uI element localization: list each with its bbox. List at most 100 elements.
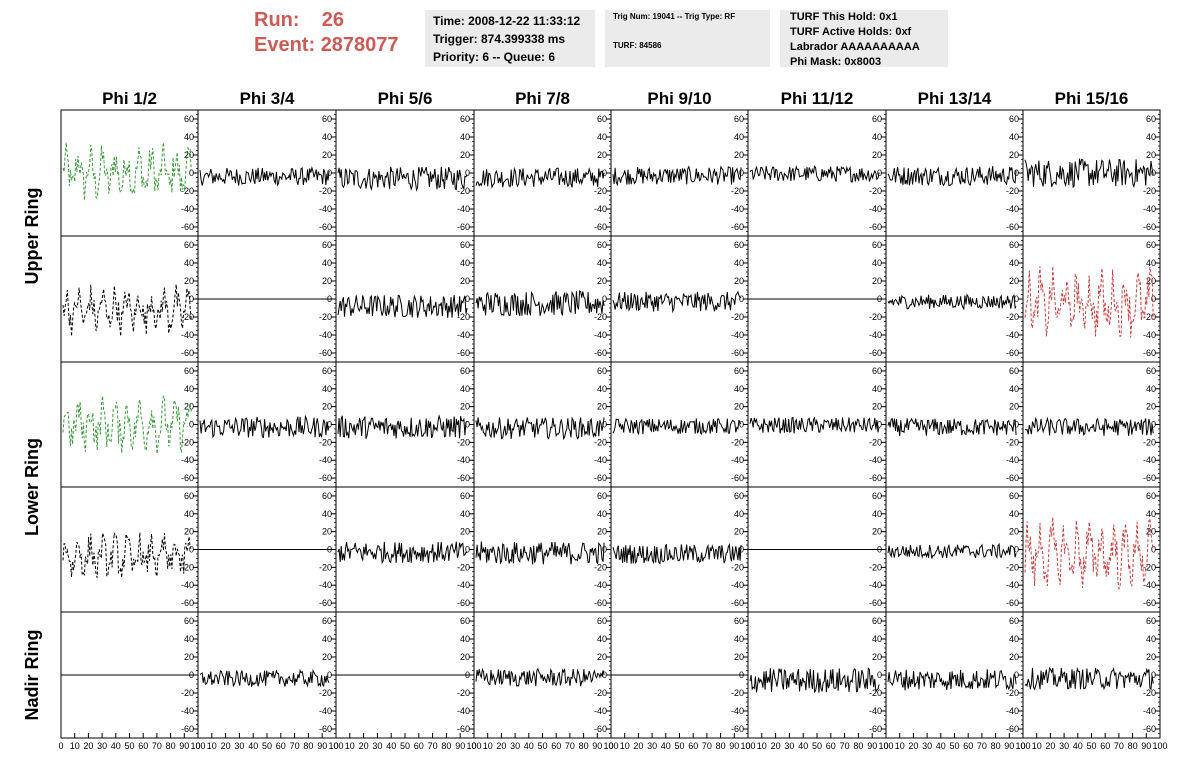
y-tick-label: -20 [1143,562,1156,572]
y-tick-label: 20 [597,276,607,286]
x-tick-label: 20 [83,741,93,751]
y-tick-label: 20 [1009,402,1019,412]
x-tick-label: 30 [97,741,107,751]
x-tick-label: 80 [1128,741,1138,751]
y-tick-label: -20 [181,312,194,322]
panel-frame [747,611,887,739]
x-tick-label: 60 [963,741,973,751]
y-tick-label: -40 [181,204,194,214]
y-tick-label: -60 [869,348,882,358]
y-tick-label: -40 [869,706,882,716]
y-tick-label: 60 [734,491,744,501]
y-tick-label: -40 [869,580,882,590]
time-info-box: Time: 2008-12-22 11:33:12 Trigger: 874.3… [425,10,595,67]
y-tick-label: 60 [597,616,607,626]
y-tick-label: 60 [597,491,607,501]
waveform-trace [887,293,1017,311]
x-tick-label: 40 [798,741,808,751]
y-tick-label: -40 [319,580,332,590]
y-tick-label: -60 [319,473,332,483]
y-tick-label: -40 [594,580,607,590]
y-tick-label: 40 [322,634,332,644]
y-tick-label: 0 [1014,420,1019,430]
y-tick-label: 0 [877,168,882,178]
y-tick-label: 60 [322,114,332,124]
y-tick-label: 0 [877,420,882,430]
y-tick-label: -40 [594,330,607,340]
y-tick-label: -40 [319,330,332,340]
x-tick-label: 10 [70,741,80,751]
waveform-trace [337,166,468,192]
panel-frame [747,109,887,237]
y-tick-label: 60 [1009,616,1019,626]
waveform-trace [887,669,1017,691]
waveform-trace [475,290,605,317]
x-tick-label: 80 [166,741,176,751]
x-tick-label: 30 [234,741,244,751]
x-tick-label: 80 [303,741,313,751]
x-tick-label: 0 [195,741,200,751]
y-tick-label: 60 [184,616,194,626]
y-tick-label: -20 [731,562,744,572]
y-tick-label: 40 [184,258,194,268]
y-tick-label: 60 [322,616,332,626]
y-tick-label: 40 [597,509,607,519]
y-tick-label: -40 [1006,330,1019,340]
y-tick-label: 20 [597,402,607,412]
y-tick-label: -40 [594,706,607,716]
y-tick-label: 40 [1009,384,1019,394]
y-tick-label: 20 [1146,402,1156,412]
y-tick-label: 40 [734,634,744,644]
y-tick-label: 60 [460,616,470,626]
x-tick-label: 0 [608,741,613,751]
y-tick-label: 60 [1009,491,1019,501]
y-tick-label: 60 [322,491,332,501]
x-tick-label: 40 [936,741,946,751]
y-tick-label: -60 [1006,598,1019,608]
y-tick-label: 0 [739,545,744,555]
column-title: Phi 9/10 [647,89,711,108]
waveform-trace [337,414,468,439]
y-tick-label: -20 [319,562,332,572]
x-tick-label: 70 [1114,741,1124,751]
x-tick-label: 10 [757,741,767,751]
y-tick-label: -40 [731,706,744,716]
x-tick-label: 50 [674,741,684,751]
y-tick-label: 0 [739,294,744,304]
y-tick-label: -20 [594,688,607,698]
y-tick-label: -20 [1143,186,1156,196]
y-tick-label: 40 [460,509,470,519]
y-tick-label: 20 [597,150,607,160]
y-tick-label: 20 [872,652,882,662]
y-tick-label: 40 [184,132,194,142]
x-tick-label: 70 [152,741,162,751]
column-title: Phi 13/14 [918,89,992,108]
y-tick-label: -60 [457,222,470,232]
y-tick-label: 0 [327,420,332,430]
y-tick-label: -60 [319,348,332,358]
y-tick-label: -40 [181,330,194,340]
phi-mask-text: Phi Mask: 0x8003 [790,56,882,68]
y-tick-label: -60 [731,222,744,232]
y-tick-label: -40 [457,330,470,340]
y-tick-label: 40 [322,132,332,142]
x-tick-label: 0 [745,741,750,751]
y-tick-label: -60 [594,222,607,232]
turf-active-holds-text: TURF Active Holds: 0xf [790,26,912,38]
y-tick-label: 0 [327,168,332,178]
x-tick-label: 70 [565,741,575,751]
y-tick-label: 20 [322,527,332,537]
y-tick-label: 20 [872,276,882,286]
y-tick-label: -40 [1143,580,1156,590]
y-tick-label: -60 [731,348,744,358]
y-tick-label: -40 [594,455,607,465]
y-tick-label: 40 [872,509,882,519]
y-tick-label: 0 [1014,670,1019,680]
waveform-trace [612,165,742,187]
y-tick-label: -60 [869,598,882,608]
y-tick-label: 20 [184,276,194,286]
x-tick-label: 100 [1015,741,1030,751]
y-tick-label: 0 [1151,420,1156,430]
y-tick-label: -20 [1143,688,1156,698]
x-tick-label: 10 [483,741,493,751]
